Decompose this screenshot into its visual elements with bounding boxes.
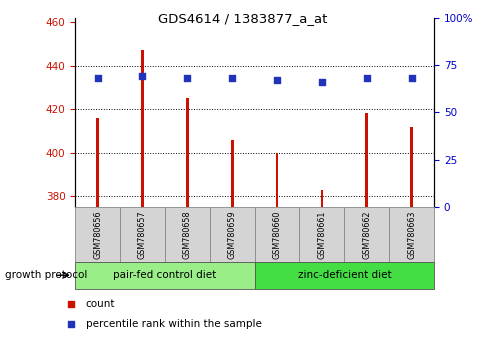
Bar <box>344 207 388 262</box>
Text: GSM780659: GSM780659 <box>227 210 236 259</box>
Bar <box>120 207 165 262</box>
Bar <box>364 114 367 207</box>
Text: GSM780656: GSM780656 <box>93 210 102 259</box>
Point <box>228 75 236 81</box>
Point <box>93 75 101 81</box>
Point <box>272 78 280 83</box>
Text: percentile rank within the sample: percentile rank within the sample <box>86 319 261 329</box>
Bar <box>96 118 99 207</box>
Text: GSM780662: GSM780662 <box>362 210 371 259</box>
Text: GDS4614 / 1383877_a_at: GDS4614 / 1383877_a_at <box>157 12 327 25</box>
Bar <box>75 262 254 289</box>
Bar <box>230 139 233 207</box>
Bar <box>254 207 299 262</box>
Text: GSM780660: GSM780660 <box>272 210 281 259</box>
Text: GSM780661: GSM780661 <box>317 210 326 259</box>
Point <box>183 75 191 81</box>
Bar <box>209 207 254 262</box>
Bar <box>254 262 433 289</box>
Bar <box>275 153 278 207</box>
Point <box>67 321 75 327</box>
Point <box>362 75 370 81</box>
Point <box>138 74 146 79</box>
Text: GSM780658: GSM780658 <box>182 210 192 259</box>
Text: GSM780657: GSM780657 <box>137 210 147 259</box>
Bar <box>75 207 120 262</box>
Text: pair-fed control diet: pair-fed control diet <box>113 270 216 280</box>
Bar <box>320 190 323 207</box>
Bar <box>388 207 433 262</box>
Bar <box>299 207 344 262</box>
Bar <box>409 126 412 207</box>
Text: GSM780663: GSM780663 <box>406 210 415 259</box>
Point <box>67 302 75 307</box>
Bar <box>165 207 209 262</box>
Point <box>407 75 415 81</box>
Text: zinc-deficient diet: zinc-deficient diet <box>297 270 391 280</box>
Bar <box>185 98 188 207</box>
Point <box>318 79 325 85</box>
Bar <box>141 50 144 207</box>
Text: count: count <box>86 299 115 309</box>
Text: growth protocol: growth protocol <box>5 270 87 280</box>
